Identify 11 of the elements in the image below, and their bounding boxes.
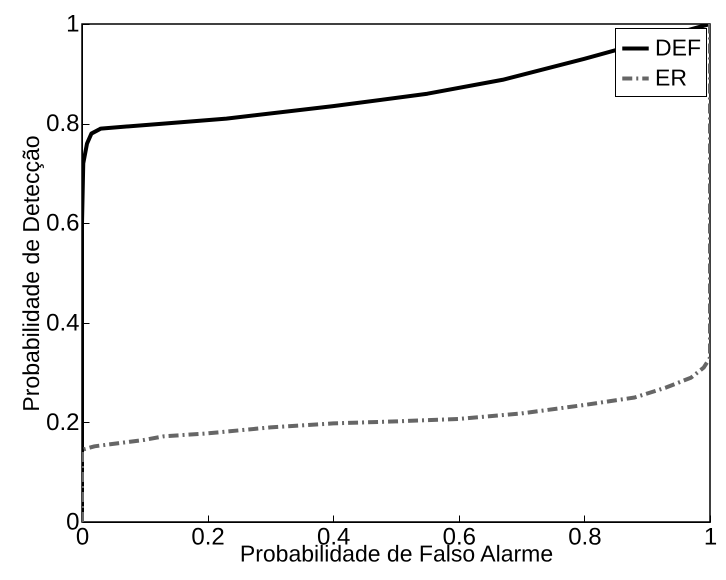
- x-tick-label: 0.8: [568, 524, 602, 550]
- legend-label: ER: [655, 64, 687, 90]
- x-tick-label: 0.2: [191, 524, 225, 550]
- y-axis-title: Probabilidade de Detecção: [18, 135, 44, 412]
- y-tick-label: 0.6: [46, 210, 80, 237]
- x-tick-label: 1: [704, 524, 718, 550]
- legend-label: DEF: [655, 34, 701, 60]
- y-tick-label: 0.8: [46, 110, 80, 138]
- y-tick-label: 0.4: [46, 309, 80, 336]
- y-tick-label: 0.2: [46, 408, 80, 436]
- y-tick-label: 1: [66, 10, 80, 38]
